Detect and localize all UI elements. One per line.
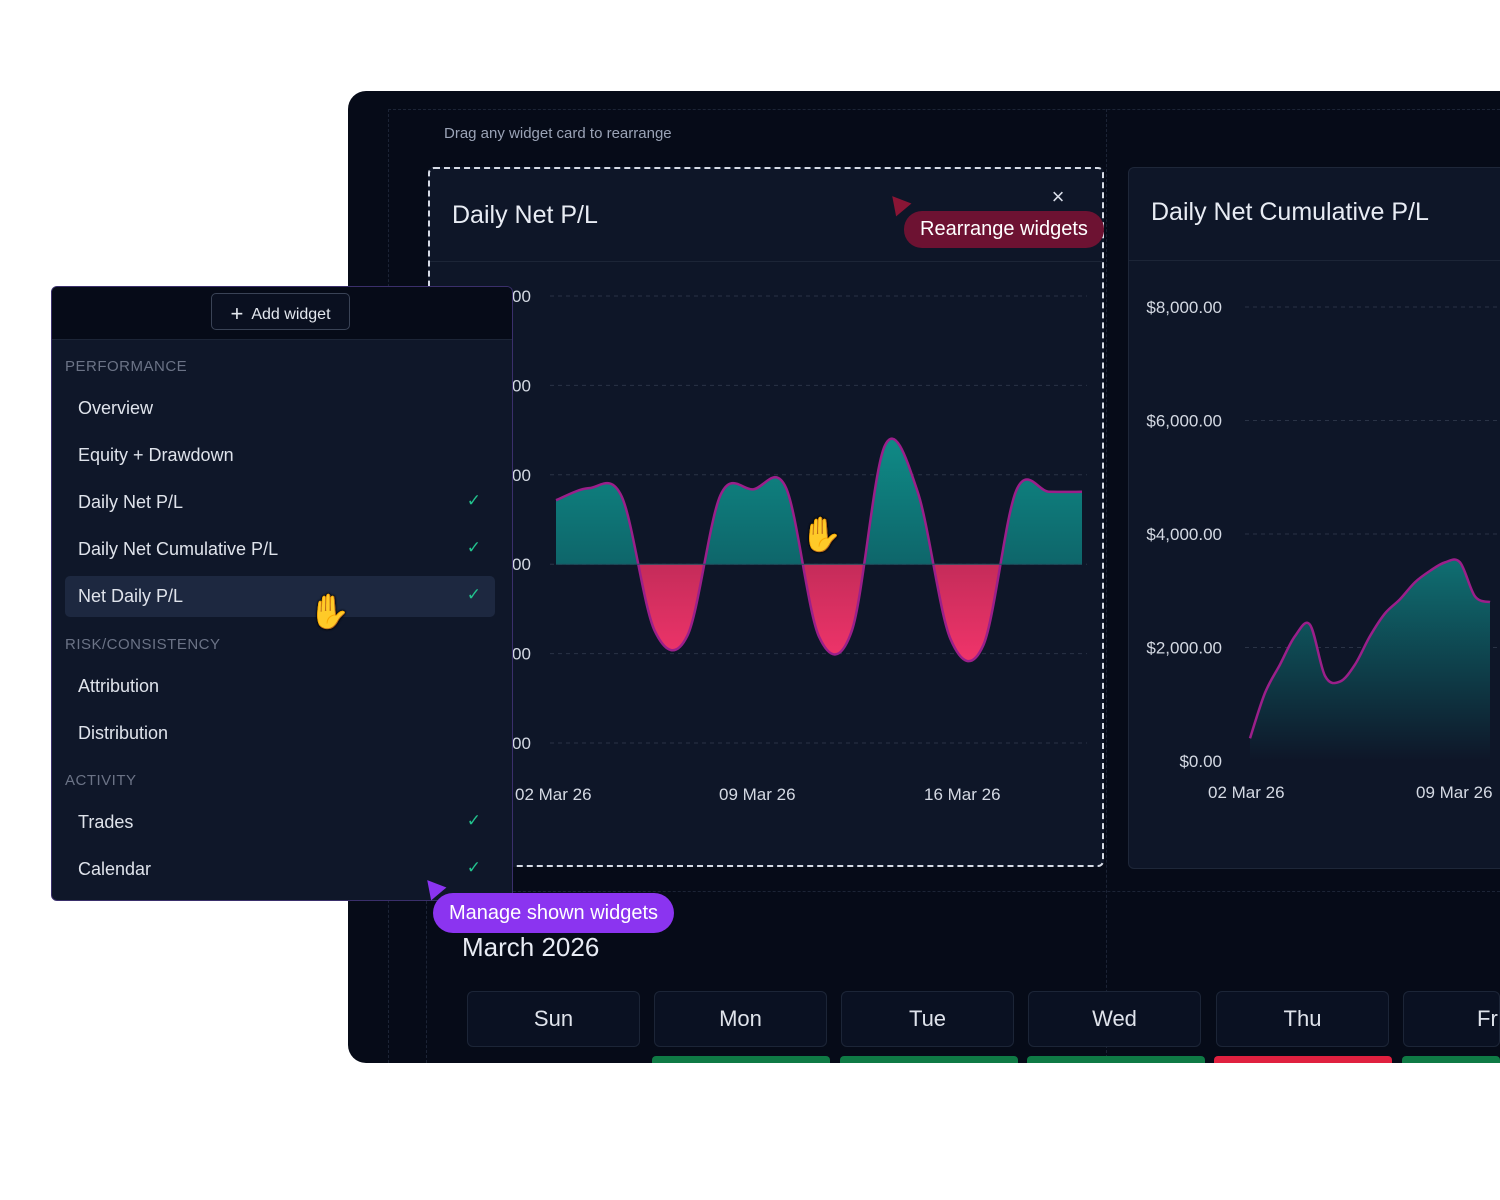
check-icon: ✓ xyxy=(466,491,481,510)
check-icon: ✓ xyxy=(466,538,481,557)
add-widget-button[interactable]: + Add widget xyxy=(211,293,350,330)
check-icon: ✓ xyxy=(466,811,481,830)
y-tick-label: $6,000.00 xyxy=(1146,412,1222,431)
pointer-hand-icon: ✋ xyxy=(308,593,351,631)
layout-guide xyxy=(388,109,1500,110)
calendar-day-status-bar xyxy=(1214,1056,1392,1063)
menu-item-label: Overview xyxy=(78,398,154,418)
menu-item-label: Equity + Drawdown xyxy=(78,445,234,465)
x-tick-label: 02 Mar 26 xyxy=(1208,783,1285,802)
x-tick-label: 02 Mar 26 xyxy=(515,785,592,804)
widget-title: Daily Net P/L xyxy=(452,201,598,229)
manage-shown-widgets-tooltip: Manage shown widgets xyxy=(433,893,675,933)
negative-area xyxy=(638,564,1001,662)
section-label-activity: ACTIVITY xyxy=(65,772,137,789)
calendar-day-status-bar xyxy=(840,1056,1018,1063)
y-tick-label: $0.00 xyxy=(1179,752,1222,771)
grab-hand-icon: ✋ xyxy=(800,516,843,554)
calendar-month-title: March 2026 xyxy=(462,932,600,962)
y-tick-label: 00 xyxy=(512,466,531,485)
x-tick-label: 16 Mar 26 xyxy=(924,785,1001,804)
calendar-day-status-bar xyxy=(1402,1056,1500,1063)
series-line xyxy=(1248,558,1491,739)
menu-item-net-daily-pl[interactable]: Net Daily P/L ✓ xyxy=(65,576,495,617)
calendar-day-status-bar xyxy=(1027,1056,1205,1063)
menu-item-distribution[interactable]: Distribution xyxy=(65,713,495,754)
series-line xyxy=(555,437,1083,663)
daily-net-pl-chart: 00 00 00 00 00 00 02 Mar 26 09 Mar 26 16 Mar 26 xyxy=(512,287,1087,804)
menu-item-label: Distribution xyxy=(78,723,169,743)
menu-item-trades[interactable]: Trades ✓ xyxy=(65,802,495,843)
widget-divider xyxy=(430,261,1102,262)
drag-hint-text: Drag any widget card to rearrange xyxy=(444,125,672,142)
menu-item-calendar[interactable]: Calendar ✓ xyxy=(65,849,495,890)
daily-net-cumulative-pl-chart: $8,000.00 $6,000.00 $4,000.00 $2,000.00 $0.0… xyxy=(1146,298,1500,802)
close-icon[interactable]: × xyxy=(1051,184,1065,209)
y-tick-label: 00 xyxy=(512,376,531,395)
section-label-risk-consistency: RISK/CONSISTENCY xyxy=(65,636,221,653)
x-tick-label: 09 Mar 26 xyxy=(1416,783,1493,802)
add-widget-label: Add widget xyxy=(251,306,331,323)
y-tick-label: $4,000.00 xyxy=(1146,525,1222,544)
calendar-day-header-mon: Mon xyxy=(654,991,827,1047)
section-label-performance: PERFORMANCE xyxy=(65,358,188,375)
calendar-day-header-thu: Thu xyxy=(1216,991,1389,1047)
calendar-day-header-tue: Tue xyxy=(841,991,1014,1047)
plus-icon: + xyxy=(230,301,244,326)
widget-title: Daily Net Cumulative P/L xyxy=(1151,198,1429,226)
y-tick-label: $8,000.00 xyxy=(1146,298,1222,317)
menu-item-daily-net-cumulative-pl[interactable]: Daily Net Cumulative P/L ✓ xyxy=(65,529,495,570)
menu-item-attribution[interactable]: Attribution xyxy=(65,666,495,707)
calendar-day-header-wed: Wed xyxy=(1028,991,1201,1047)
menu-item-label: Trades xyxy=(78,812,134,832)
layout-guide xyxy=(1106,109,1107,1063)
menu-item-overview[interactable]: Overview xyxy=(65,388,495,429)
calendar-day-header-fri: Fri xyxy=(1403,991,1500,1047)
x-tick-label: 09 Mar 26 xyxy=(719,785,796,804)
calendar-day-status-bar xyxy=(652,1056,830,1063)
y-tick-label: 00 xyxy=(512,287,531,306)
rearrange-widgets-tooltip: Rearrange widgets xyxy=(904,211,1104,248)
menu-item-equity-drawdown[interactable]: Equity + Drawdown xyxy=(65,435,495,476)
layout-guide xyxy=(426,891,427,1063)
menu-item-label: Net Daily P/L xyxy=(78,586,184,606)
widget-picker-panel: + Add widget PERFORMANCE Overview Equity … xyxy=(51,286,513,901)
y-tick-label: $2,000.00 xyxy=(1146,639,1222,658)
y-tick-label: 00 xyxy=(512,555,531,574)
menu-item-label: Calendar xyxy=(78,859,152,879)
cumulative-area xyxy=(1250,559,1490,761)
panel-header: + Add widget xyxy=(52,287,512,340)
menu-item-label: Attribution xyxy=(78,676,160,696)
positive-area xyxy=(556,438,1082,565)
check-icon: ✓ xyxy=(466,858,481,877)
y-tick-label: 00 xyxy=(512,645,531,664)
menu-item-label: Daily Net Cumulative P/L xyxy=(78,539,279,559)
y-tick-label: 00 xyxy=(512,734,531,753)
widget-divider xyxy=(1129,260,1500,261)
check-icon: ✓ xyxy=(466,585,481,604)
menu-item-label: Daily Net P/L xyxy=(78,492,184,512)
layout-guide xyxy=(388,891,1500,892)
menu-item-daily-net-pl[interactable]: Daily Net P/L ✓ xyxy=(65,482,495,523)
calendar-day-header-sun: Sun xyxy=(467,991,640,1047)
